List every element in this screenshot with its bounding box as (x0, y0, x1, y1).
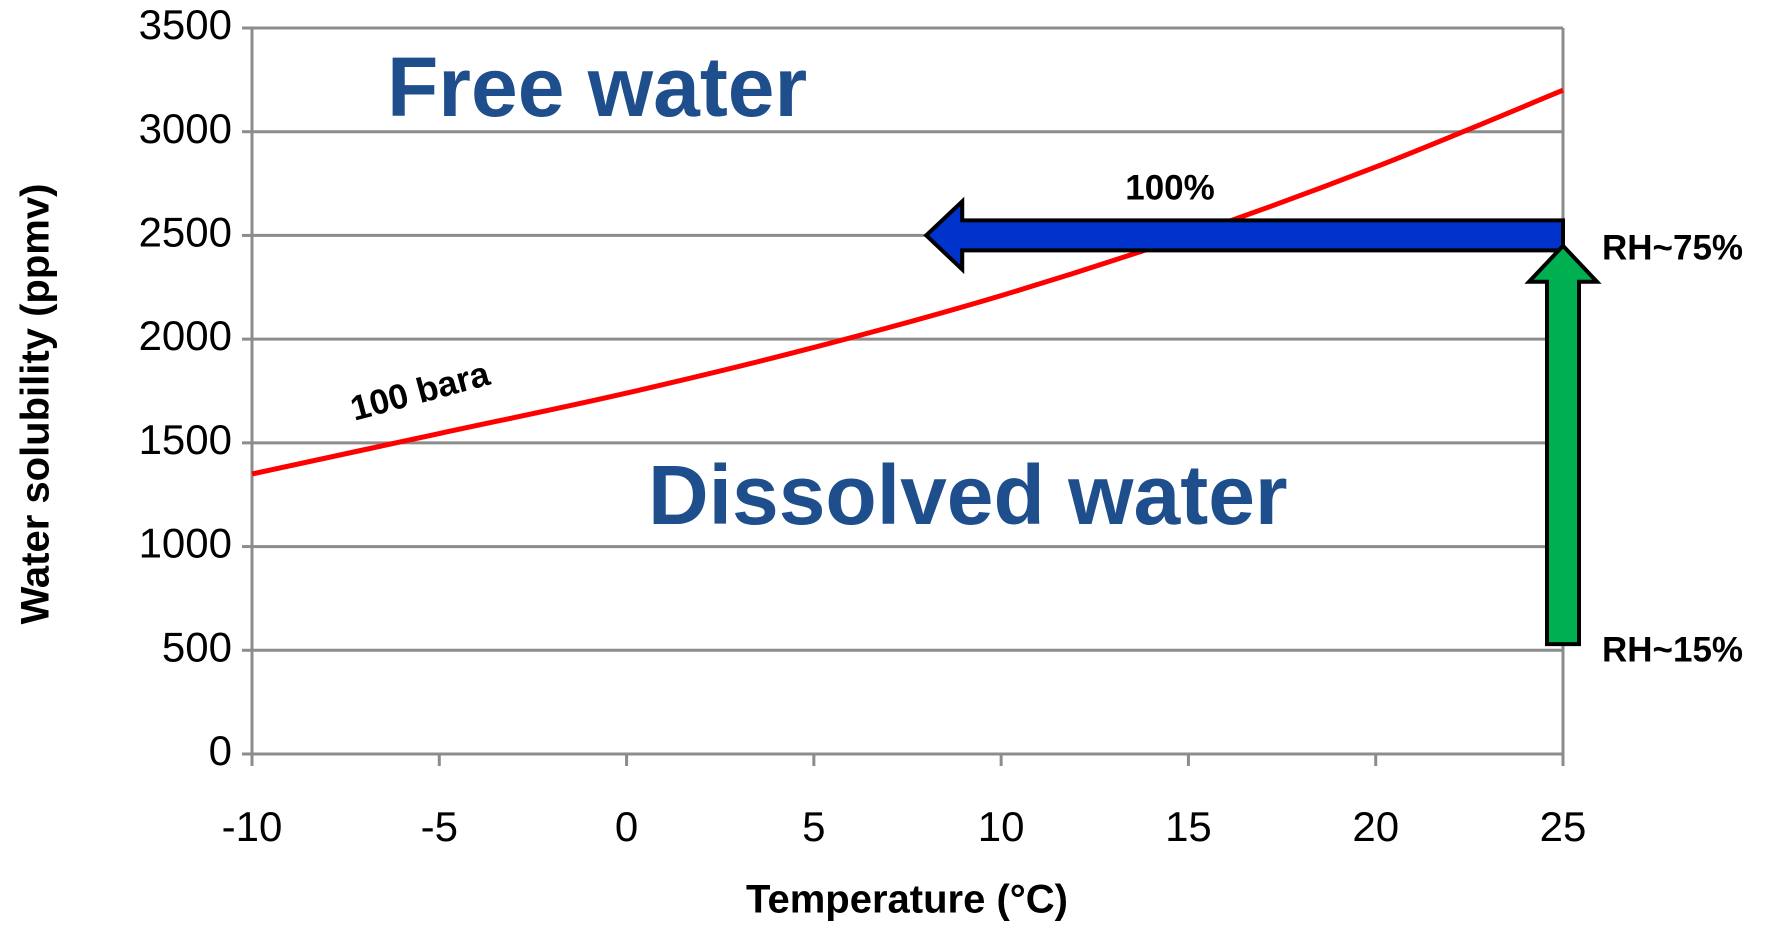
annotation: 100% (1125, 168, 1215, 207)
x-tick-label: 15 (1165, 803, 1212, 850)
y-tick-label: 3500 (139, 1, 232, 48)
series-line (251, 87, 1564, 477)
y-tick-label: 500 (162, 623, 232, 670)
arrow (1524, 242, 1602, 647)
y-tick-label: 0 (209, 727, 232, 774)
y-tick-label: 3000 (139, 105, 232, 152)
x-tick-label: -5 (421, 803, 458, 850)
series-label: 100 bara (346, 354, 494, 429)
y-tick-label: 2000 (139, 312, 232, 359)
x-axis-title: Temperature (°C) (746, 878, 1068, 922)
arrow (923, 196, 1565, 275)
x-tick-label: 20 (1352, 803, 1399, 850)
x-tick-label: 10 (978, 803, 1025, 850)
x-tick-label: 25 (1540, 803, 1587, 850)
y-tick-label: 1500 (139, 416, 232, 463)
y-axis-title: Water solubility (ppmv) (14, 184, 58, 625)
annotation: Dissolved water (648, 448, 1288, 542)
x-tick-label: 5 (802, 803, 825, 850)
annotation: RH~75% (1602, 228, 1743, 267)
y-tick-label: 1000 (139, 520, 232, 567)
x-tick-label: -10 (222, 803, 283, 850)
annotation: RH~15% (1602, 630, 1743, 669)
x-tick-label: 0 (615, 803, 638, 850)
y-tick-label: 2500 (139, 209, 232, 256)
annotation: Free water (387, 40, 807, 134)
